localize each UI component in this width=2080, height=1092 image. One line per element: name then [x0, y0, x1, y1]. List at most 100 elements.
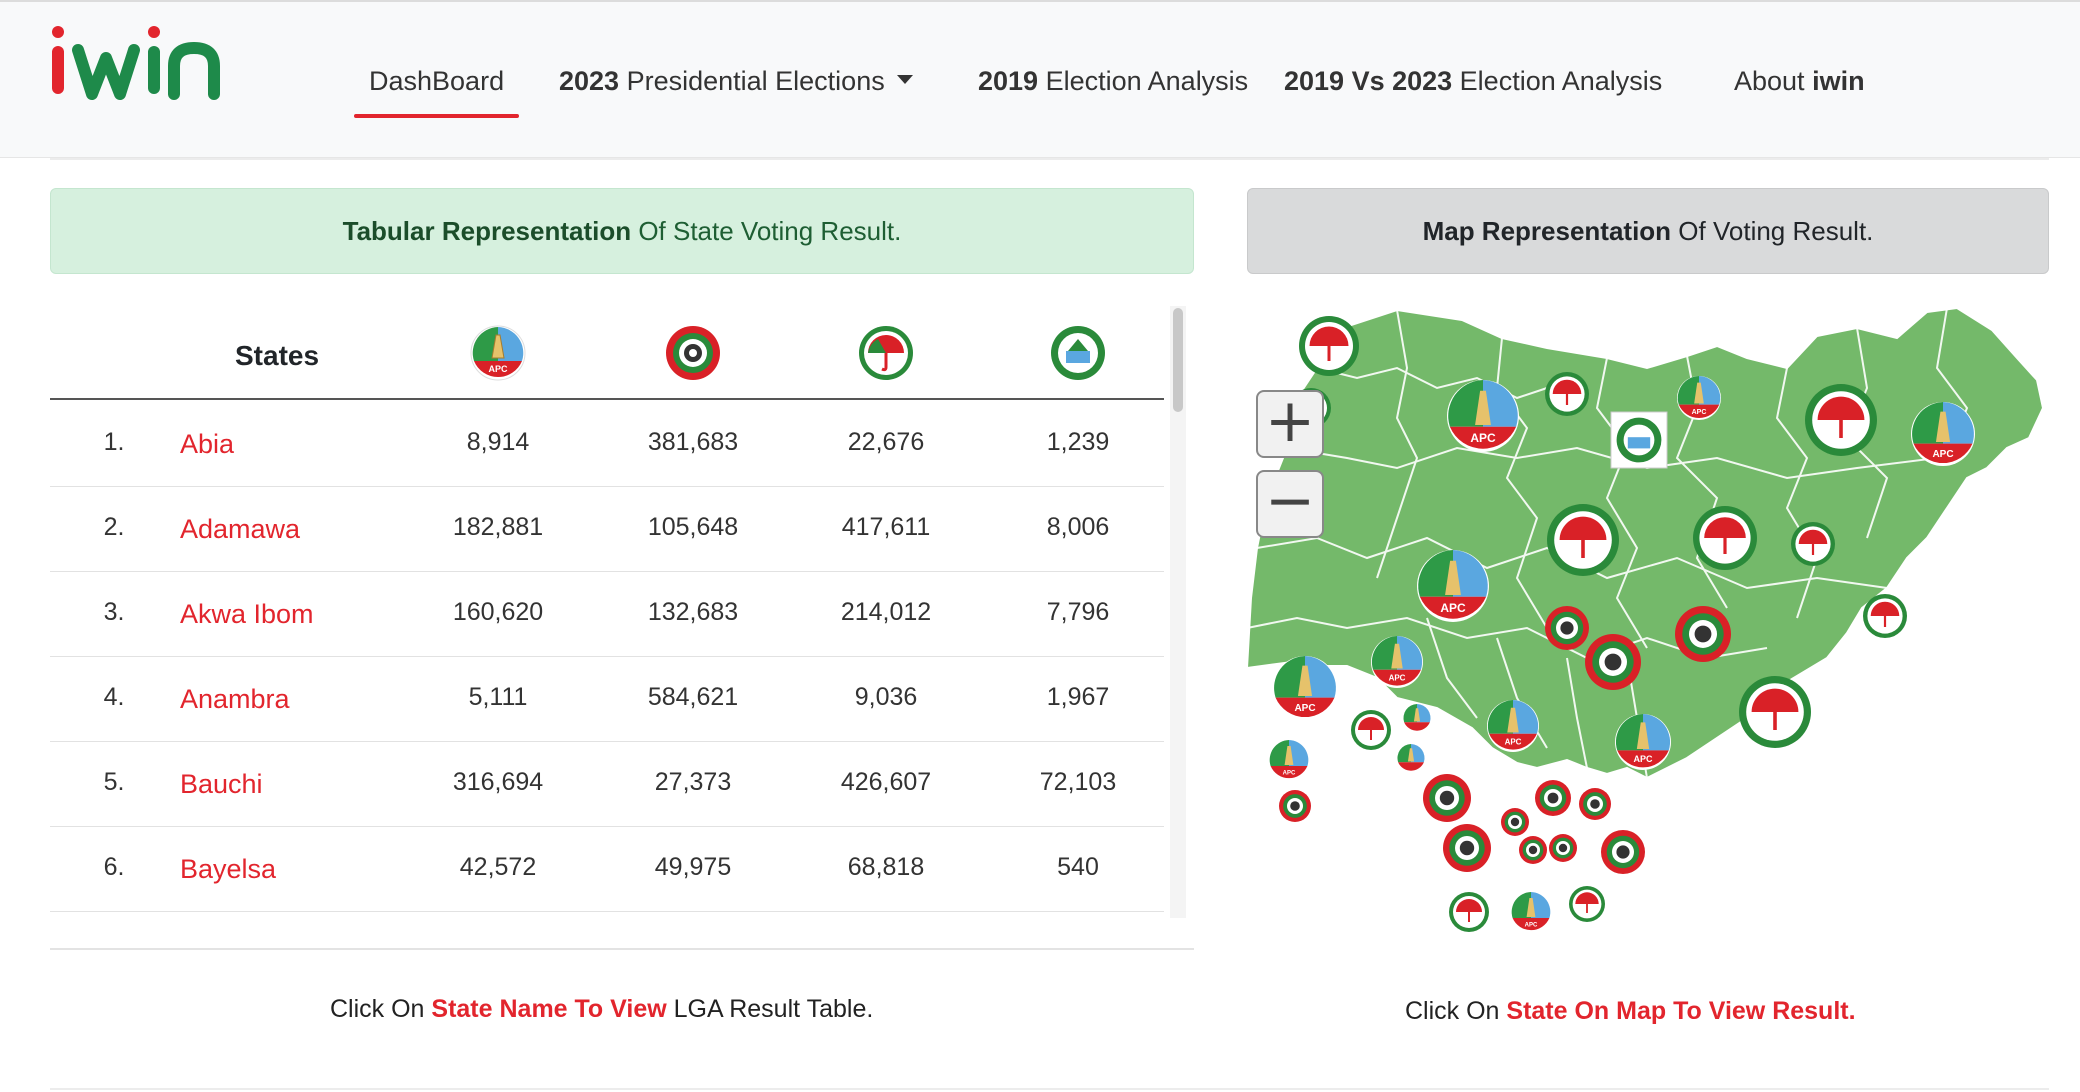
pdp-votes: 68,818 [847, 853, 925, 881]
map-panel-title: Map Representation Of Voting Result. [1247, 188, 2049, 274]
apc-map-marker-icon[interactable] [1403, 704, 1431, 732]
pdp-map-marker-icon[interactable] [1863, 594, 1907, 638]
nav-2019-vs-2023[interactable]: 2019 Vs 2023 Election Analysis [1284, 58, 1662, 108]
state-link-bauchi[interactable]: Bauchi [180, 769, 263, 799]
apc-votes: 5,111 [468, 683, 528, 711]
lp-map-marker-icon[interactable] [1535, 780, 1571, 816]
pdp-map-marker-icon[interactable] [1449, 892, 1489, 932]
top-navbar: DashBoard 2023 Presidential Elections 20… [0, 0, 2080, 158]
nigeria-map-svg[interactable]: APC APC APC APC APC APC APC APC APC APC [1247, 298, 2049, 948]
svg-text:APC: APC [1633, 754, 1653, 764]
table-scroll-thumb[interactable] [1173, 308, 1183, 412]
map-panel-title-bold: Map Representation [1422, 216, 1672, 246]
pdp-map-marker-icon[interactable] [1569, 886, 1605, 922]
lp-votes: 49,975 [654, 853, 732, 881]
table-panel-title: Tabular Representation Of State Voting R… [50, 188, 1194, 274]
lp-map-marker-icon[interactable] [1545, 606, 1589, 650]
apc-map-marker-icon[interactable]: APC [1269, 740, 1309, 780]
nav-about-brand: iwin [1812, 66, 1865, 96]
iwin-logo[interactable] [48, 22, 248, 122]
lp-map-marker-icon[interactable] [1519, 836, 1547, 864]
header-states: States [235, 340, 320, 371]
lp-map-marker-icon[interactable] [1443, 824, 1491, 872]
pdp-map-marker-icon[interactable] [1545, 372, 1589, 416]
lp-votes: 27,373 [654, 768, 732, 796]
nigeria-map[interactable]: APC APC APC APC APC APC APC APC APC APC [1247, 298, 2049, 948]
pdp-votes: 9,036 [854, 683, 918, 711]
zoom-in-button[interactable]: + [1256, 390, 1324, 458]
apc-map-marker-icon[interactable]: APC [1615, 714, 1671, 770]
state-link-anambra[interactable]: Anambra [180, 684, 290, 714]
table-hint-post: LGA Result Table. [666, 995, 874, 1023]
lp-map-marker-icon[interactable] [1579, 788, 1611, 820]
pdp-map-marker-icon[interactable] [1739, 676, 1811, 748]
state-link-akwa-ibom[interactable]: Akwa Ibom [180, 599, 314, 629]
state-results-table: States APC [50, 300, 1194, 950]
lp-map-marker-icon[interactable] [1501, 808, 1529, 836]
apc-map-marker-icon[interactable]: APC [1417, 550, 1489, 622]
lp-map-marker-icon[interactable] [1423, 774, 1471, 822]
table-hint: Click On State Name To View LGA Result T… [330, 995, 873, 1024]
table-hint-bold: State Name To View [431, 995, 667, 1023]
svg-text:APC: APC [1294, 703, 1315, 714]
nnpp-logo-icon [1050, 325, 1106, 381]
state-link-bayelsa[interactable]: Bayelsa [180, 854, 277, 884]
lp-map-marker-icon[interactable] [1279, 790, 1311, 822]
apc-map-marker-icon[interactable]: APC [1911, 402, 1975, 466]
map-panel-title-rest: Of Voting Result. [1671, 216, 1874, 246]
svg-text:APC: APC [1440, 601, 1466, 615]
row-number: 6. [103, 853, 125, 881]
nnpp-votes: 1,967 [1046, 683, 1110, 711]
apc-map-marker-icon[interactable]: APC [1273, 656, 1337, 720]
apc-logo-text: APC [488, 364, 508, 374]
map-hint-pre: Click On [1405, 997, 1507, 1025]
lp-map-marker-icon[interactable] [1585, 634, 1641, 690]
state-link-adamawa[interactable]: Adamawa [180, 514, 301, 544]
table-row: 3. Akwa Ibom 160,620 132,683 214,012 7,7… [50, 572, 1164, 657]
apc-logo-icon: APC [470, 325, 526, 381]
lp-votes: 381,683 [647, 428, 739, 456]
table-row: 2. Adamawa 182,881 105,648 417,611 8,006 [50, 487, 1164, 572]
nav-2019-election-analysis[interactable]: 2019 Election Analysis [978, 58, 1248, 108]
footer-divider [50, 1088, 2049, 1090]
zoom-out-button[interactable]: − [1256, 470, 1324, 538]
nnpp-votes: 540 [1057, 853, 1099, 881]
apc-map-marker-icon[interactable]: APC [1487, 700, 1539, 752]
apc-map-marker-icon[interactable]: APC [1447, 380, 1519, 452]
nigeria-land-shape[interactable] [1247, 306, 2045, 780]
nav-dashboard[interactable]: DashBoard [353, 58, 520, 118]
apc-votes: 8,914 [466, 428, 530, 456]
row-number: 5. [103, 768, 125, 796]
apc-map-marker-icon[interactable]: APC [1371, 636, 1423, 688]
apc-map-marker-icon[interactable]: APC [1511, 892, 1551, 932]
nnpp-votes: 7,796 [1046, 598, 1110, 626]
nav-about-iwin[interactable]: About iwin [1734, 58, 1865, 108]
chevron-down-icon [896, 75, 913, 85]
pdp-map-marker-icon[interactable] [1299, 316, 1359, 376]
table-hint-pre: Click On [330, 995, 432, 1023]
apc-map-marker-icon[interactable]: APC [1677, 376, 1721, 420]
apc-map-marker-icon[interactable] [1397, 744, 1425, 772]
state-link-abia[interactable]: Abia [180, 429, 235, 459]
lp-map-marker-icon[interactable] [1549, 834, 1577, 862]
pdp-map-marker-icon[interactable] [1547, 504, 1619, 576]
pdp-logo-icon [858, 325, 914, 381]
table-scrollbar[interactable] [1170, 306, 1186, 918]
nav-2019-year: 2019 [978, 66, 1039, 96]
lp-map-marker-icon[interactable] [1601, 830, 1645, 874]
nnpp-map-marker-icon[interactable] [1610, 411, 1668, 469]
nav-2023-presidential-elections[interactable]: 2023 Presidential Elections [559, 58, 913, 108]
pdp-map-marker-icon[interactable] [1791, 522, 1835, 566]
table-panel-title-rest: Of State Voting Result. [631, 216, 902, 246]
svg-text:APC: APC [1692, 409, 1707, 416]
table-row: 6. Bayelsa 42,572 49,975 68,818 540 [50, 827, 1164, 912]
pdp-map-marker-icon[interactable] [1805, 384, 1877, 456]
lp-map-marker-icon[interactable] [1675, 606, 1731, 662]
nav-about-label: About [1734, 66, 1813, 96]
row-number: 3. [103, 598, 125, 626]
pdp-map-marker-icon[interactable] [1693, 506, 1757, 570]
pdp-map-marker-icon[interactable] [1351, 710, 1391, 750]
map-markers[interactable]: APC APC APC APC APC APC APC APC APC APC [1269, 316, 1975, 932]
svg-text:APC: APC [1470, 431, 1496, 445]
apc-votes: 160,620 [452, 598, 544, 626]
